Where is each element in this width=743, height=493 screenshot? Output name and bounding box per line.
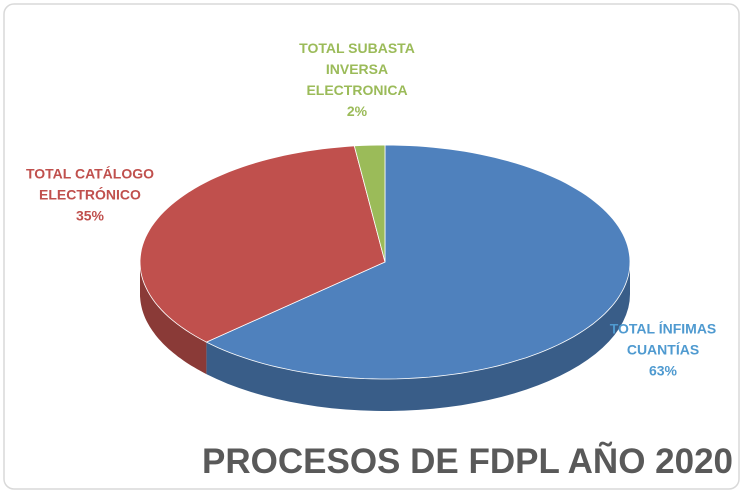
pie-slice (353, 144, 386, 263)
data-label: TOTAL CATÁLOGO ELECTRÓNICO 35% (25, 164, 155, 227)
data-label: TOTAL ÍNFIMAS CUANTÍAS 63% (608, 319, 718, 382)
value-label: 35% (75, 207, 105, 224)
pie (139, 144, 631, 411)
pie-slice (205, 144, 631, 380)
pie-slice-side (140, 262, 207, 375)
value-label: 63% (648, 362, 678, 379)
chart-title: PROCESOS DE FDPL AÑO 2020 (202, 442, 733, 481)
pie-slice (139, 145, 386, 343)
value-label: 2% (346, 103, 368, 119)
data-label: TOTAL SUBASTA INVERSA ELECTRONICA 2% (297, 38, 417, 122)
category-label: TOTAL SUBASTA INVERSA ELECTRONICA (299, 40, 415, 98)
category-label: TOTAL CATÁLOGO ELECTRÓNICO (25, 165, 155, 203)
category-label: TOTAL ÍNFIMAS CUANTÍAS (609, 320, 717, 358)
